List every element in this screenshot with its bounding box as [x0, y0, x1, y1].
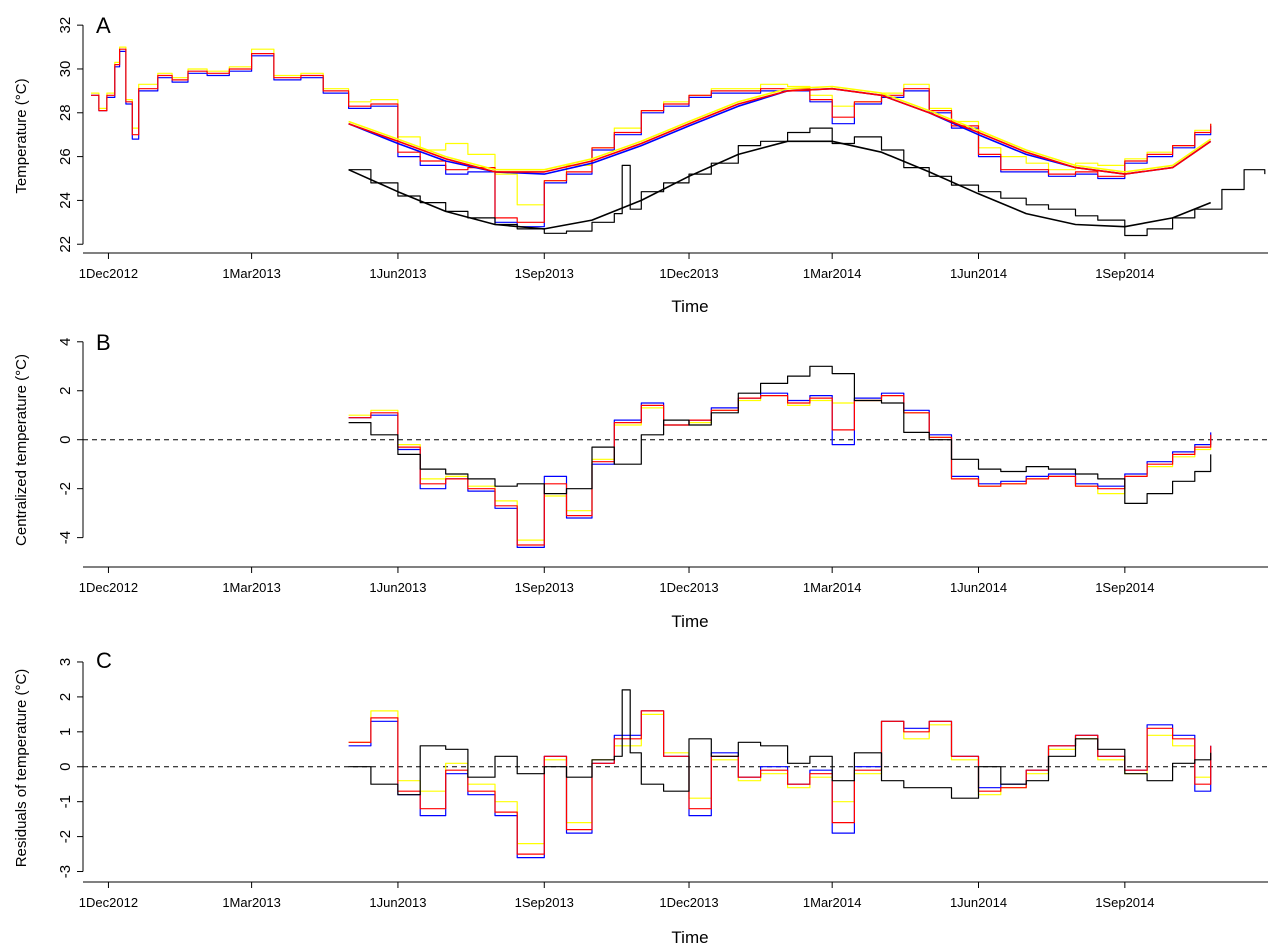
- y-tick-label: 2: [57, 693, 74, 701]
- x-tick-label: 1Sep2014: [1095, 580, 1154, 595]
- y-tick-label: 4: [57, 338, 74, 346]
- x-tick-label: 1Sep2014: [1095, 895, 1154, 910]
- x-tick-label: 1Jun2014: [950, 580, 1007, 595]
- y-tick-label: -2: [57, 830, 74, 843]
- panel-a-ylabel: Temperature (°C): [13, 78, 30, 193]
- panel-a-xlabel: Time: [671, 297, 708, 316]
- x-tick-label: 1Jun2013: [369, 895, 426, 910]
- series-line-2: [91, 48, 1212, 223]
- y-tick-label: 30: [57, 61, 74, 78]
- panel-b-letter: B: [96, 330, 111, 355]
- y-tick-label: 22: [57, 236, 74, 253]
- x-tick-label: 1Mar2013: [222, 266, 281, 281]
- panel-c-letter: C: [96, 648, 112, 673]
- series-line-1: [348, 392, 1212, 548]
- x-tick-label: 1Mar2014: [803, 580, 862, 595]
- fitted-curve-7: [348, 140, 1211, 230]
- y-tick-label: 26: [57, 148, 74, 165]
- fitted-curve-5: [348, 87, 1212, 175]
- panel-c: C Residuals of temperature (°C) Time -3-…: [13, 648, 1268, 947]
- panel-a-plot-area: 22 24 26 28 30 32 1Dec2012 1Mar2013 1Jun2013 1Sep…: [57, 17, 1268, 281]
- x-tick-label: 1Mar2013: [222, 580, 281, 595]
- panel-a: A Temperature (°C) Time 22 24 26 28 30 32 1Dec…: [13, 13, 1268, 316]
- y-tick-label: -2: [57, 482, 74, 495]
- x-tick-label: 1Dec2013: [659, 266, 718, 281]
- x-tick-label: 1Sep2013: [515, 895, 574, 910]
- x-tick-label: 1Dec2013: [659, 580, 718, 595]
- x-tick-label: 1Mar2014: [803, 895, 862, 910]
- panel-c-plot-area: -3 -2 -1 0 1 2 3 1Dec2012 1Mar2013 1Jun2013 1Sep20…: [57, 658, 1268, 910]
- panel-b-xlabel: Time: [671, 612, 708, 631]
- x-tick-label: 1Sep2014: [1095, 266, 1154, 281]
- series-line-2: [348, 395, 1212, 546]
- y-tick-label: 2: [57, 387, 74, 395]
- x-tick-label: 1Mar2014: [803, 266, 862, 281]
- series-line-3: [348, 127, 1266, 237]
- series-line-2: [348, 710, 1212, 855]
- panel-c-xlabel: Time: [671, 928, 708, 947]
- panel-b-plot-area: -4 -2 0 2 4 1Dec2012 1Mar2013 1Jun2013 1Sep2013 1…: [57, 338, 1268, 595]
- series-line-3: [348, 365, 1212, 504]
- x-tick-label: 1Jun2014: [950, 266, 1007, 281]
- y-tick-label: 32: [57, 17, 74, 34]
- y-tick-label: -1: [57, 795, 74, 808]
- panel-b-ylabel: Centralized temperature (°C): [13, 354, 30, 546]
- panel-b: B Centralized temperature (°C) Time -4 -2…: [13, 330, 1268, 631]
- y-tick-label: 0: [57, 763, 74, 771]
- y-tick-label: 3: [57, 658, 74, 666]
- y-tick-label: 28: [57, 104, 74, 121]
- x-tick-label: 1Jun2014: [950, 895, 1007, 910]
- fitted-curve-4: [348, 85, 1212, 173]
- panel-a-letter: A: [96, 13, 111, 38]
- y-tick-label: -4: [57, 531, 74, 544]
- y-tick-label: 24: [57, 192, 74, 209]
- y-tick-label: 1: [57, 728, 74, 736]
- series-line-0: [91, 46, 1212, 206]
- series-line-3: [348, 689, 1212, 799]
- series-line-0: [348, 395, 1212, 541]
- x-tick-label: 1Dec2013: [659, 895, 718, 910]
- x-tick-label: 1Jun2013: [369, 580, 426, 595]
- y-tick-label: -3: [57, 865, 74, 878]
- x-tick-label: 1Sep2013: [515, 266, 574, 281]
- x-tick-label: 1Dec2012: [79, 266, 138, 281]
- x-tick-label: 1Mar2013: [222, 895, 281, 910]
- x-tick-label: 1Dec2012: [79, 580, 138, 595]
- fitted-curve-6: [348, 87, 1212, 175]
- x-tick-label: 1Jun2013: [369, 266, 426, 281]
- x-tick-label: 1Sep2013: [515, 580, 574, 595]
- panel-c-ylabel: Residuals of temperature (°C): [13, 669, 30, 868]
- x-tick-label: 1Dec2012: [79, 895, 138, 910]
- y-tick-label: 0: [57, 436, 74, 444]
